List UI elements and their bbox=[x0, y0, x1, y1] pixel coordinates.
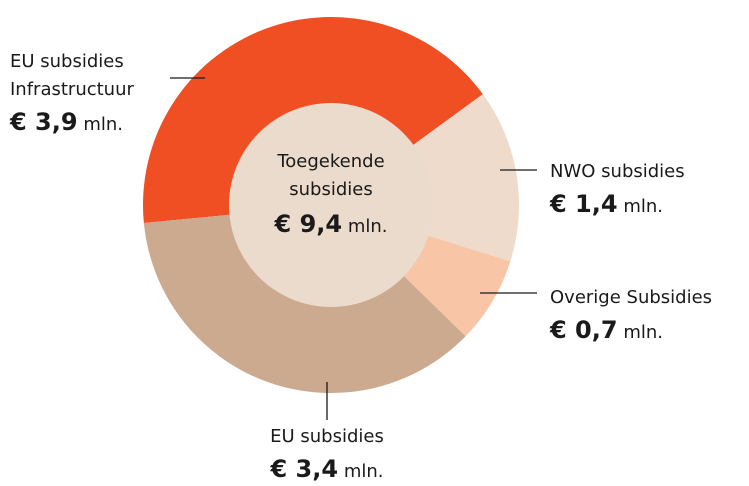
unit: mln. bbox=[83, 114, 123, 135]
value-line: € 0,7 mln. bbox=[550, 316, 712, 347]
value-line: € 3,9 mln. bbox=[10, 108, 134, 139]
value-label: € 3,9 bbox=[10, 108, 78, 136]
value-line: € 1,4 mln. bbox=[550, 190, 685, 221]
slice-label: EU subsidies € 3,4 mln. bbox=[270, 423, 384, 486]
center-label: Toegekende subsidies € 9,4 mln. bbox=[275, 148, 388, 241]
center-title: Toegekende subsidies bbox=[277, 151, 385, 200]
unit: mln. bbox=[343, 461, 384, 482]
slice-label: EU subsidies Infrastructuur € 3,9 mln. bbox=[10, 48, 134, 139]
category-name: EU subsidies bbox=[270, 426, 384, 447]
value-line: € 3,4 mln. bbox=[270, 455, 384, 486]
center-circle bbox=[229, 103, 433, 307]
center-value: € 9,4 mln. bbox=[275, 210, 388, 241]
unit: mln. bbox=[623, 322, 663, 343]
center-value-label: € 9,4 bbox=[274, 210, 343, 238]
category-name: Overige Subsidies bbox=[550, 287, 713, 308]
unit: mln. bbox=[623, 196, 663, 217]
value-label: € 1,4 bbox=[550, 190, 618, 218]
value-label: € 3,4 bbox=[270, 455, 339, 483]
unit: mln. bbox=[347, 216, 388, 237]
value-label: € 0,7 bbox=[550, 316, 618, 344]
slice-label: Overige Subsidies € 0,7 mln. bbox=[550, 284, 712, 347]
category-name: EU subsidies Infrastructuur bbox=[10, 51, 134, 100]
category-name: NWO subsidies bbox=[550, 161, 685, 182]
slice-label: NWO subsidies € 1,4 mln. bbox=[550, 158, 685, 221]
